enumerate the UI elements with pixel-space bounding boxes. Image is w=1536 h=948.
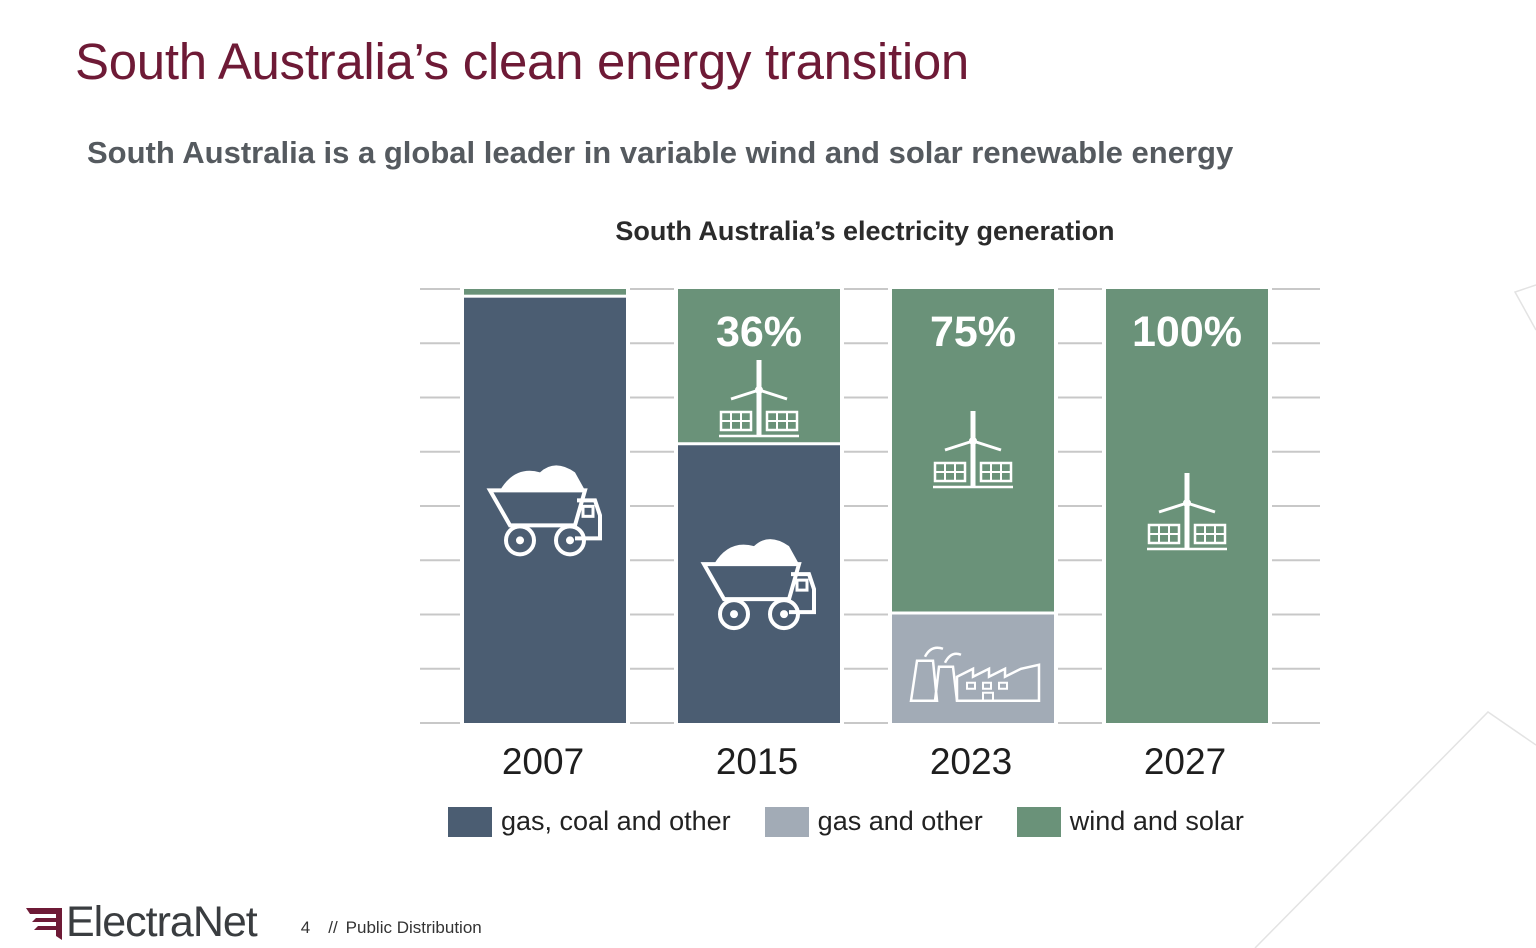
wind-solar-icon <box>933 411 1013 489</box>
legend-swatch <box>764 806 809 837</box>
slide-subtitle: South Australia is a global leader in va… <box>87 135 1234 170</box>
legend-item-gas-other: gas and other <box>764 806 983 837</box>
legend-label: wind and solar <box>1069 806 1244 836</box>
x-tick-label: 2023 <box>930 741 1012 782</box>
background-decoration <box>1254 284 1536 948</box>
mining-truck-icon <box>486 465 602 557</box>
footer-separator: // <box>328 917 338 937</box>
slide-title: South Australia’s clean energy transitio… <box>75 33 969 90</box>
bar-segment-wind-and-solar-2007 <box>464 289 626 295</box>
legend-label: gas and other <box>817 806 983 836</box>
x-tick-label: 2027 <box>1144 741 1226 782</box>
bar-segment-gas-coal-and-other-2015 <box>678 445 840 723</box>
page-number: 4 <box>300 917 311 937</box>
electranet-logo-icon <box>26 907 62 940</box>
bar-segment-gas-coal-and-other-2007 <box>464 297 626 723</box>
distribution-label: Public Distribution <box>345 917 482 937</box>
legend-swatch <box>448 806 492 837</box>
wind-solar-icon <box>719 360 799 438</box>
brand-logo-text: ElectraNet <box>66 898 258 946</box>
legend-item-gas-coal-other: gas, coal and other <box>448 806 731 837</box>
chart-legend: gas, coal and other gas and other wind a… <box>448 806 1278 837</box>
chart-title: South Australia’s electricity generation <box>615 216 1115 246</box>
data-label: 75% <box>930 308 1016 356</box>
data-label: 100% <box>1132 308 1242 356</box>
legend-item-wind-solar: wind and solar <box>1016 806 1244 837</box>
legend-label: gas, coal and other <box>501 806 731 836</box>
x-tick-label: 2015 <box>716 741 798 782</box>
factory-icon <box>909 646 1041 702</box>
mining-truck-icon <box>700 539 816 631</box>
legend-swatch <box>1016 806 1061 837</box>
wind-solar-icon <box>1147 473 1227 551</box>
x-tick-label: 2007 <box>502 741 584 782</box>
data-label: 36% <box>716 308 802 356</box>
footer: ElectraNet 4 // Public Distribution <box>26 898 482 947</box>
